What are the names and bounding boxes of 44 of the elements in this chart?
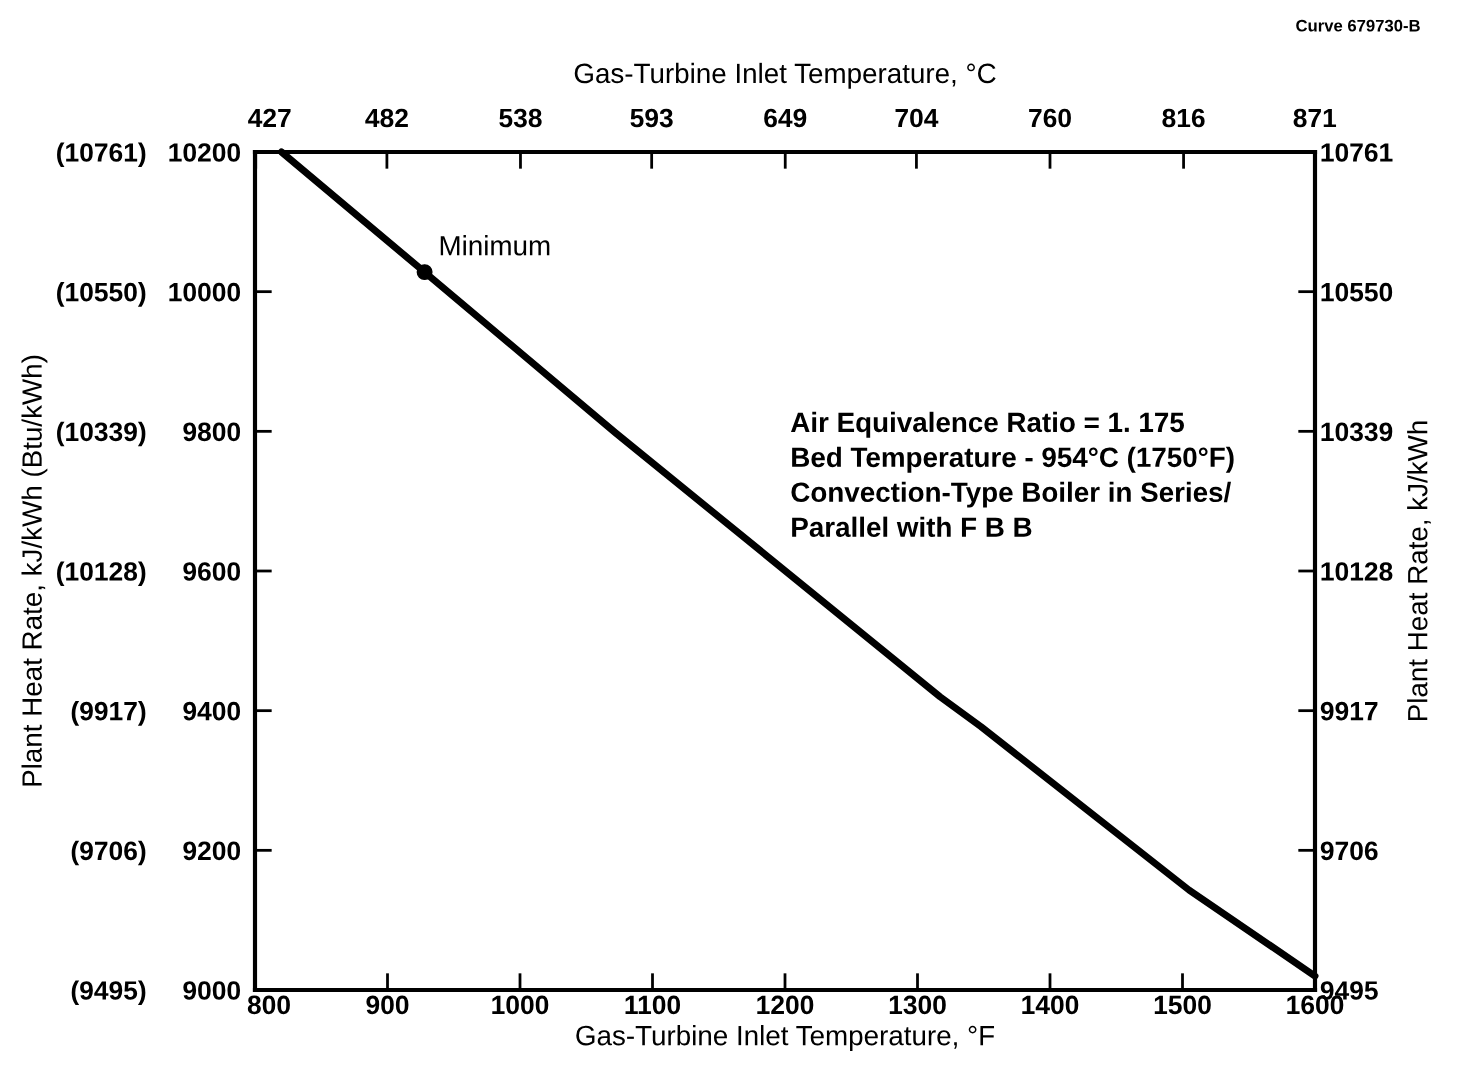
y-tick-label: 9800 <box>183 422 241 442</box>
y3-tick-label: (9706) <box>71 840 146 866</box>
annotation: Air Equivalence Ratio = 1. 175 Bed Temperature - 954°C (1750°F) Convection-Type Boiler in Series/ Parallel with F B B <box>790 411 1234 538</box>
y2-tick-label: 10550 <box>1321 282 1393 302</box>
y3-tick-label: (9495) <box>71 980 146 1006</box>
x2-tick-label: 482 <box>365 108 408 128</box>
y-axis-title: Plant Heat Rate, kJ/kWh (Btu/kWh) <box>21 355 48 786</box>
x2-tick-label: 649 <box>764 108 807 128</box>
x-tick-label: 1400 <box>1022 995 1079 1015</box>
x2-tick-label: 816 <box>1162 108 1205 128</box>
y3-tick-label: (10128) <box>57 561 146 587</box>
y2-tick-label: 10339 <box>1321 422 1393 442</box>
y3-tick-label: (10550) <box>57 282 146 307</box>
y-tick-label: 10200 <box>169 143 241 162</box>
y3-tick-label: (10339) <box>57 421 146 447</box>
x-tick-label: 900 <box>366 995 409 1015</box>
x2-tick-label: 760 <box>1029 108 1071 128</box>
y2-axis-title: Plant Heat Rate, kJ/kWh <box>1407 421 1431 721</box>
y2-tick-label: 10128 <box>1321 562 1393 581</box>
x-tick-label: 1000 <box>492 995 549 1015</box>
x-tick-label: 1300 <box>889 995 946 1015</box>
x-tick-label: 1200 <box>757 995 814 1015</box>
x2-tick-label: 427 <box>248 108 291 128</box>
y-tick-label: 9000 <box>183 981 241 1000</box>
y-tick-label: 10000 <box>169 282 241 302</box>
y3-tick-label: (10761) <box>57 142 146 168</box>
x2-tick-label: 593 <box>630 108 673 128</box>
y2-tick-label: 9706 <box>1320 841 1378 861</box>
x-tick-label: 1500 <box>1154 995 1211 1015</box>
y3-tick-label: (9917) <box>71 701 146 726</box>
x2-tick-label: 538 <box>499 108 542 128</box>
text: Curve 679730-B <box>1296 19 1420 32</box>
x-tick-label: 1100 <box>625 995 681 1015</box>
y-tick-label: 9400 <box>183 701 241 721</box>
y-tick-label: 9600 <box>183 562 241 581</box>
x-tick-label: 800 <box>247 995 290 1015</box>
x2-axis-title: Gas-Turbine Inlet Temperature, °C <box>574 62 996 89</box>
annotation: Minimum <box>440 235 550 256</box>
x-axis-title: Gas-Turbine Inlet Temperature, °F <box>576 1025 995 1051</box>
x2-tick-label: 704 <box>895 108 939 128</box>
y2-tick-label: 9917 <box>1320 701 1378 721</box>
y2-tick-label: 10761 <box>1321 143 1393 162</box>
x2-tick-label: 871 <box>1293 108 1337 128</box>
y-tick-label: 9200 <box>183 841 241 861</box>
